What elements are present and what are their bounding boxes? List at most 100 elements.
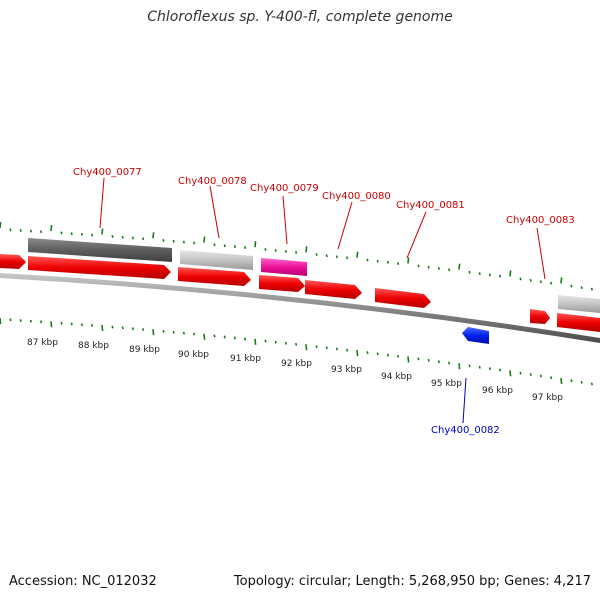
minor-tick — [580, 286, 583, 289]
forward-gene-arrow[interactable] — [557, 313, 600, 332]
minor-tick — [335, 347, 338, 351]
gene-label-chy400-0079[interactable]: Chy400_0079 — [250, 183, 319, 194]
minor-tick — [366, 258, 369, 262]
gene-label-chy400-0080[interactable]: Chy400_0080 — [322, 191, 391, 202]
forward-gene-arrow[interactable] — [530, 309, 550, 324]
minor-tick — [335, 255, 338, 259]
minor-tick — [70, 322, 73, 326]
major-tick — [152, 329, 155, 336]
map-title: Chloroflexus sp. Y-400-fl, complete geno… — [147, 9, 453, 25]
minor-tick — [121, 326, 124, 330]
major-tick — [50, 225, 53, 232]
minor-tick — [376, 352, 379, 356]
minor-tick — [131, 236, 134, 240]
minor-tick — [91, 324, 94, 327]
gene-label-chy400-0078[interactable]: Chy400_0078 — [178, 176, 247, 187]
minor-tick — [142, 237, 145, 241]
major-tick — [152, 232, 155, 239]
reverse-gene-arrow[interactable] — [462, 327, 489, 344]
major-tick — [305, 344, 308, 351]
outer-tick-ring — [0, 221, 593, 291]
minor-tick — [580, 380, 583, 384]
major-tick — [560, 377, 563, 384]
minor-tick — [427, 265, 430, 269]
genome-backbone — [0, 273, 600, 343]
minor-tick — [70, 232, 73, 236]
gene-label-chy400-0083[interactable]: Chy400_0083 — [506, 215, 575, 226]
minor-tick — [9, 318, 12, 322]
tick-label: 87 kbp — [27, 338, 58, 348]
minor-tick — [437, 360, 440, 364]
minor-tick — [233, 245, 236, 248]
gene-block-light[interactable] — [180, 250, 253, 270]
major-tick — [458, 263, 461, 270]
minor-tick — [111, 325, 114, 329]
minor-tick — [29, 319, 32, 323]
major-tick — [509, 370, 512, 377]
minor-tick — [499, 368, 502, 372]
forward-gene-arrow[interactable] — [305, 280, 362, 299]
minor-tick — [284, 341, 287, 345]
major-tick — [407, 257, 410, 264]
tick-label: 96 kbp — [482, 386, 513, 396]
minor-tick — [386, 260, 389, 264]
tick-label: 95 kbp — [431, 379, 462, 389]
forward-gene-arrow[interactable] — [259, 275, 305, 292]
tick-labels: 87 kbp 88 kbp 89 kbp 90 kbp 91 kbp 92 kb… — [27, 338, 563, 403]
minor-tick — [19, 229, 22, 232]
forward-gene-arrow[interactable] — [178, 267, 251, 286]
minor-tick — [519, 277, 522, 281]
minor-tick — [233, 336, 236, 340]
major-tick — [509, 270, 512, 277]
minor-tick — [40, 320, 43, 324]
minor-tick — [9, 228, 12, 232]
forward-gene-arrow[interactable] — [28, 256, 171, 279]
minor-tick — [244, 337, 247, 341]
minor-tick — [80, 232, 83, 236]
minor-tick — [346, 256, 349, 260]
outer-feature-track — [28, 238, 600, 313]
minor-tick — [478, 272, 481, 275]
tick-label: 88 kbp — [78, 341, 109, 351]
minor-tick — [448, 361, 451, 365]
minor-tick — [397, 262, 400, 265]
minor-tick — [346, 348, 349, 352]
minor-tick — [172, 330, 175, 334]
major-tick — [458, 363, 461, 370]
minor-tick — [539, 374, 542, 378]
minor-tick — [295, 342, 298, 346]
forward-strand-track — [0, 254, 600, 332]
forward-gene-arrow[interactable] — [0, 254, 26, 269]
minor-tick — [193, 241, 196, 245]
major-tick — [305, 246, 308, 253]
minor-tick — [397, 354, 400, 358]
minor-tick — [468, 270, 471, 274]
minor-tick — [213, 243, 216, 247]
gene-label-chy400-0077[interactable]: Chy400_0077 — [73, 167, 142, 178]
minor-tick — [91, 233, 94, 237]
minor-tick — [40, 230, 43, 234]
gene-block-light[interactable] — [558, 295, 600, 313]
major-tick — [254, 338, 257, 345]
inner-tick-ring — [0, 317, 593, 386]
tick-label: 97 kbp — [532, 393, 563, 403]
gene-label-chy400-0081[interactable]: Chy400_0081 — [396, 200, 465, 211]
minor-tick — [315, 253, 318, 256]
minor-tick — [295, 251, 298, 254]
gene-block-pink[interactable] — [261, 258, 307, 276]
minor-tick — [131, 327, 134, 331]
minor-tick — [529, 278, 532, 282]
gene-label-chy400-0082[interactable]: Chy400_0082 — [431, 425, 500, 436]
minor-tick — [448, 268, 451, 272]
minor-tick — [193, 332, 196, 336]
minor-tick — [142, 328, 145, 331]
minor-tick — [315, 345, 318, 349]
minor-tick — [162, 239, 165, 242]
callout-line — [337, 201, 353, 250]
callout-line — [99, 177, 105, 229]
gene-block-dark[interactable] — [28, 238, 172, 262]
major-tick — [356, 251, 359, 258]
minor-tick — [376, 259, 379, 263]
forward-gene-arrow[interactable] — [375, 288, 431, 308]
